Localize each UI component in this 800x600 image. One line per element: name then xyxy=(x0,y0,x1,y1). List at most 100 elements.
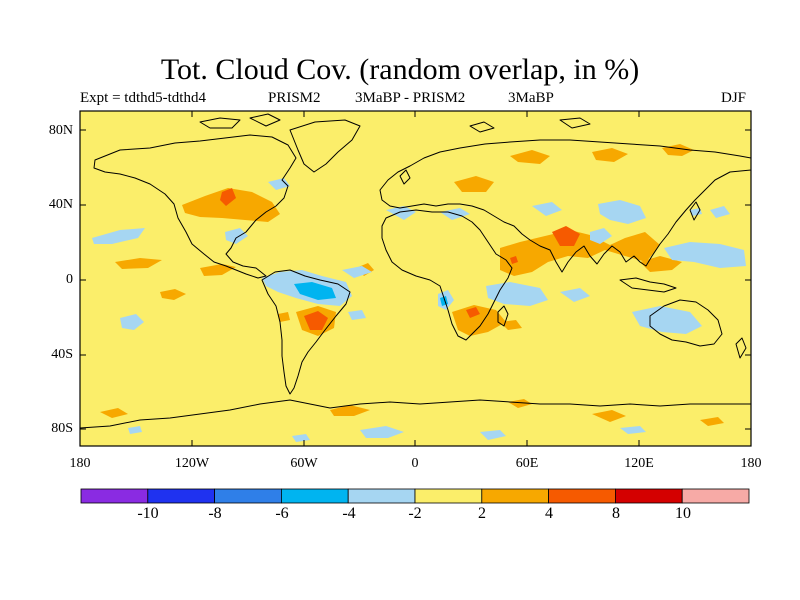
anomaly-patch xyxy=(278,312,290,322)
lon-tick-180e: 180 xyxy=(740,456,762,471)
colorbar-swatch xyxy=(280,488,349,504)
anomaly-patch xyxy=(182,188,280,222)
coastline-new-zealand xyxy=(735,337,747,359)
anomaly-patch xyxy=(160,289,186,300)
lon-tick-120e: 120E xyxy=(624,456,654,471)
colorbar-swatch xyxy=(548,488,616,504)
anomaly-patch xyxy=(560,288,590,302)
coastline-eurasia xyxy=(379,139,751,273)
season-label: DJF xyxy=(721,90,747,106)
colorbar-label: -2 xyxy=(408,505,422,522)
chart-title: Tot. Cloud Cov. (random overlap, in %) xyxy=(160,53,640,86)
anomaly-patch xyxy=(620,426,646,434)
anomaly-patch xyxy=(454,176,494,192)
anomaly-patch xyxy=(480,430,506,440)
coastline-antarctica xyxy=(80,399,751,429)
colorbar-swatch xyxy=(347,488,416,504)
anomaly-patch xyxy=(700,417,724,426)
anomaly-patch xyxy=(304,311,328,330)
coastline-uk xyxy=(399,169,411,185)
colorbar-swatch xyxy=(80,488,149,504)
anomaly-patch xyxy=(452,305,506,336)
colorbar-swatch xyxy=(414,488,483,504)
coastline-north-america xyxy=(93,134,297,279)
anomaly-patch xyxy=(200,264,236,276)
lat-tick-80s: 80S xyxy=(51,421,73,436)
experiment-label: Expt = tdthd5-tdthd4 xyxy=(80,90,206,106)
colorbar-swatch xyxy=(481,488,549,504)
lon-tick-60e: 60E xyxy=(515,456,539,471)
anomaly-patch xyxy=(592,410,626,422)
colorbar-label: 10 xyxy=(675,505,691,522)
anomaly-patch xyxy=(710,206,730,218)
colorbar-swatch xyxy=(214,488,282,504)
anomaly-patch xyxy=(592,148,628,162)
anomaly-patch xyxy=(510,256,518,264)
anomaly-patch xyxy=(360,426,404,438)
anomaly-patch xyxy=(115,258,162,269)
anomaly-patch xyxy=(225,228,248,244)
anomaly-patch xyxy=(128,426,142,434)
anomaly-patch xyxy=(508,399,532,408)
anomaly-patch xyxy=(598,200,646,224)
anomaly-patch xyxy=(268,178,290,190)
coastlines xyxy=(80,113,751,429)
anomaly-patch xyxy=(590,228,612,244)
anomaly-patch xyxy=(466,307,480,318)
colorbar-label: 2 xyxy=(478,505,486,522)
coastline-greenland xyxy=(289,119,361,173)
colorbar-swatch xyxy=(615,488,683,504)
anomaly-patch xyxy=(220,188,236,206)
colorbar-label: -4 xyxy=(342,505,356,522)
colorbar-swatch xyxy=(147,488,216,504)
anomaly-patch xyxy=(510,150,550,164)
anomaly-patch xyxy=(294,282,336,300)
map-field xyxy=(80,111,751,446)
lat-tick-0: 0 xyxy=(66,272,73,287)
colorbar-label: -6 xyxy=(275,505,289,522)
colorbar-label: 8 xyxy=(612,505,620,522)
colorbar-label: -10 xyxy=(137,505,159,522)
lat-tick-40s: 40S xyxy=(51,347,73,362)
lon-tick-60w: 60W xyxy=(290,456,318,471)
lon-tick-120w: 120W xyxy=(174,456,210,471)
lat-tick-80n: 80N xyxy=(48,123,73,138)
anomaly-patch xyxy=(552,226,580,246)
anomaly-patch xyxy=(348,310,366,320)
anomaly-patch xyxy=(690,208,702,216)
coastline-indonesia xyxy=(619,277,677,293)
colorbar-swatch xyxy=(681,488,750,504)
map-background xyxy=(80,111,751,446)
anomaly-patch xyxy=(92,228,145,244)
anomaly-patch xyxy=(664,242,746,268)
anomaly-patch xyxy=(640,256,682,272)
anomaly-patch xyxy=(100,408,128,418)
coastline-madagascar xyxy=(497,305,509,327)
colorbar xyxy=(80,488,750,504)
anomaly-patch xyxy=(386,206,416,220)
anomaly-patch xyxy=(632,306,702,334)
strong-positive-anomaly-patches xyxy=(220,188,580,330)
anomaly-patch xyxy=(532,202,562,216)
positive-anomaly-patches xyxy=(100,144,724,426)
right-model-label: 3MaBP xyxy=(508,90,554,106)
comparison-label: 3MaBP - PRISM2 xyxy=(355,90,466,106)
coastline-japan xyxy=(689,201,701,221)
coastline-australia xyxy=(649,299,723,347)
coastline-south-america xyxy=(261,269,351,395)
lon-tick-180w: 180 xyxy=(69,456,91,471)
anomaly-patch xyxy=(292,434,310,442)
moderate-negative-anomaly-patches xyxy=(294,282,448,306)
anomaly-patch xyxy=(500,230,660,276)
lat-tick-40n: 40N xyxy=(48,197,73,212)
lon-tick-0: 0 xyxy=(411,456,419,471)
left-model-label: PRISM2 xyxy=(268,90,321,106)
colorbar-label: 4 xyxy=(545,505,553,522)
map-frame xyxy=(79,110,752,447)
anomaly-patch xyxy=(330,405,370,416)
axis-ticks xyxy=(80,111,751,446)
colorbar-label: -8 xyxy=(208,505,222,522)
coastline-arctic-islands xyxy=(199,113,591,133)
coastline-africa xyxy=(381,209,513,341)
